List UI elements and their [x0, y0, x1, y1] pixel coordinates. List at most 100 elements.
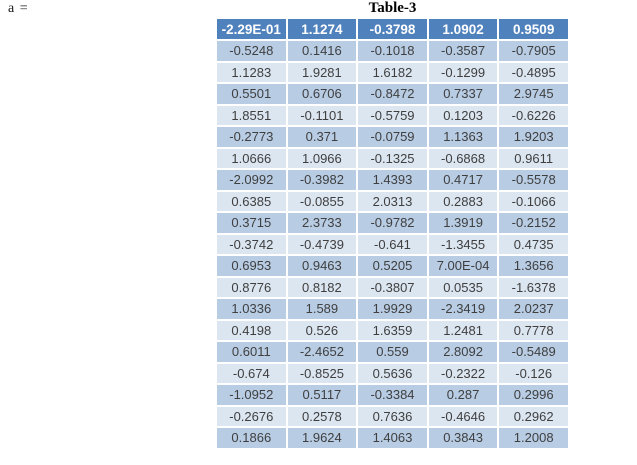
table-row: -0.2773 0.371 -0.0759 1.1363 1.9203	[217, 127, 568, 147]
table-cell: 0.3843	[428, 428, 498, 448]
table-cell: -0.8472	[358, 84, 427, 104]
table-cell: 1.9929	[358, 299, 427, 319]
table-cell: -0.0759	[358, 127, 427, 147]
table-cell: 0.2996	[499, 385, 568, 405]
table-cell: 0.1416	[287, 41, 357, 61]
table-cell: 1.9203	[499, 127, 568, 147]
table-cell: -0.7905	[499, 41, 568, 61]
table-row: 0.5501 0.6706 -0.8472 0.7337 2.9745	[217, 84, 568, 104]
table-cell: 2.9745	[499, 84, 568, 104]
table-cell: 0.5501	[217, 84, 286, 104]
table-cell: 0.8776	[217, 277, 286, 297]
table-cell: 0.1866	[217, 428, 286, 448]
table-cell: 0.6385	[217, 191, 286, 211]
table-cell: -0.3742	[217, 234, 286, 254]
table-cell: -0.2152	[499, 213, 568, 233]
table-cell: -2.3419	[428, 299, 498, 319]
table-cell: -0.8525	[287, 363, 357, 383]
table-cell: 0.7337	[428, 84, 498, 104]
table-cell: 1.1283	[217, 62, 286, 82]
table-cell: 2.8092	[428, 342, 498, 362]
table-cell: -0.0855	[287, 191, 357, 211]
table-cell: 1.2008	[499, 428, 568, 448]
table-cell: 0.2883	[428, 191, 498, 211]
table-cell: -0.3587	[428, 41, 498, 61]
table-cell: 1.9624	[287, 428, 357, 448]
table-cell: 0.5117	[287, 385, 357, 405]
table-row: 1.1283 1.9281 1.6182 -0.1299 -0.4895	[217, 62, 568, 82]
table-title: Table-3	[368, 0, 417, 16]
table-cell: 2.0313	[358, 191, 427, 211]
table-cell: -0.5248	[217, 41, 286, 61]
data-table: -2.29E-01 1.1274 -0.3798 1.0902 0.9509 -0.52…	[215, 17, 570, 450]
table-cell: -0.2676	[217, 406, 286, 426]
table-cell: 0.1203	[428, 105, 498, 125]
table-row: -0.3742 -0.4739 -0.641 -1.3455 0.4735	[217, 234, 568, 254]
table-cell: -0.5759	[358, 105, 427, 125]
table-cell: -0.3982	[287, 170, 357, 190]
table-row: 0.3715 2.3733 -0.9782 1.3919 -0.2152	[217, 213, 568, 233]
table-3-block: Table-3 -2.29E-01 1.1274 -0.3798 1.0902 0.95…	[215, 0, 570, 450]
table-cell: -0.126	[499, 363, 568, 383]
header-cell: -0.3798	[358, 19, 427, 39]
table-row: 1.0666 1.0966 -0.1325 -0.6868 0.9611	[217, 148, 568, 168]
table-row: 0.6385 -0.0855 2.0313 0.2883 -0.1066	[217, 191, 568, 211]
table-cell: -0.1325	[358, 148, 427, 168]
table-cell: 1.3656	[499, 256, 568, 276]
table-cell: 0.4735	[499, 234, 568, 254]
table-row: -0.674 -0.8525 0.5636 -0.2322 -0.126	[217, 363, 568, 383]
table-cell: 0.7636	[358, 406, 427, 426]
table-row: -0.5248 0.1416 -0.1018 -0.3587 -0.7905	[217, 41, 568, 61]
table-cell: -1.3455	[428, 234, 498, 254]
table-cell: 0.2578	[287, 406, 357, 426]
table-cell: 2.3733	[287, 213, 357, 233]
table-cell: 1.0666	[217, 148, 286, 168]
table-row: -0.2676 0.2578 0.7636 -0.4646 0.2962	[217, 406, 568, 426]
table-cell: 0.5205	[358, 256, 427, 276]
table-cell: 1.0966	[287, 148, 357, 168]
table-cell: -0.1066	[499, 191, 568, 211]
header-cell: 1.1274	[287, 19, 357, 39]
header-cell: 1.0902	[428, 19, 498, 39]
table-cell: 1.1363	[428, 127, 498, 147]
table-cell: -0.6226	[499, 105, 568, 125]
table-cell: 1.6359	[358, 320, 427, 340]
table-cell: 0.526	[287, 320, 357, 340]
table-cell: -0.1018	[358, 41, 427, 61]
table-header: -2.29E-01 1.1274 -0.3798 1.0902 0.9509	[217, 19, 568, 39]
table-cell: 1.0336	[217, 299, 286, 319]
table-cell: -0.5489	[499, 342, 568, 362]
table-cell: 0.6706	[287, 84, 357, 104]
table-body: -0.5248 0.1416 -0.1018 -0.3587 -0.7905 1.1283…	[217, 41, 568, 448]
table-cell: 1.589	[287, 299, 357, 319]
table-cell: 0.2962	[499, 406, 568, 426]
table-cell: -0.1299	[428, 62, 498, 82]
table-cell: -1.6378	[499, 277, 568, 297]
table-cell: -0.4739	[287, 234, 357, 254]
table-row: 0.1866 1.9624 1.4063 0.3843 1.2008	[217, 428, 568, 448]
table-cell: -0.3807	[358, 277, 427, 297]
header-cell: 0.9509	[499, 19, 568, 39]
table-cell: 7.00E-04	[428, 256, 498, 276]
variable-label: a =	[8, 1, 29, 16]
table-cell: 1.8551	[217, 105, 286, 125]
table-cell: 0.287	[428, 385, 498, 405]
table-cell: -0.6868	[428, 148, 498, 168]
table-cell: -0.2773	[217, 127, 286, 147]
table-cell: -0.674	[217, 363, 286, 383]
table-row: 0.6011 -2.4652 0.559 2.8092 -0.5489	[217, 342, 568, 362]
table-cell: -0.5578	[499, 170, 568, 190]
table-cell: 0.8182	[287, 277, 357, 297]
table-row: 0.6953 0.9463 0.5205 7.00E-04 1.3656	[217, 256, 568, 276]
table-cell: 1.4063	[358, 428, 427, 448]
table-cell: 0.6953	[217, 256, 286, 276]
table-cell: 0.9463	[287, 256, 357, 276]
table-cell: 0.7778	[499, 320, 568, 340]
table-cell: -0.3384	[358, 385, 427, 405]
table-cell: 0.0535	[428, 277, 498, 297]
table-cell: 0.6011	[217, 342, 286, 362]
table-row: 0.8776 0.8182 -0.3807 0.0535 -1.6378	[217, 277, 568, 297]
table-cell: 1.3919	[428, 213, 498, 233]
table-cell: -2.4652	[287, 342, 357, 362]
